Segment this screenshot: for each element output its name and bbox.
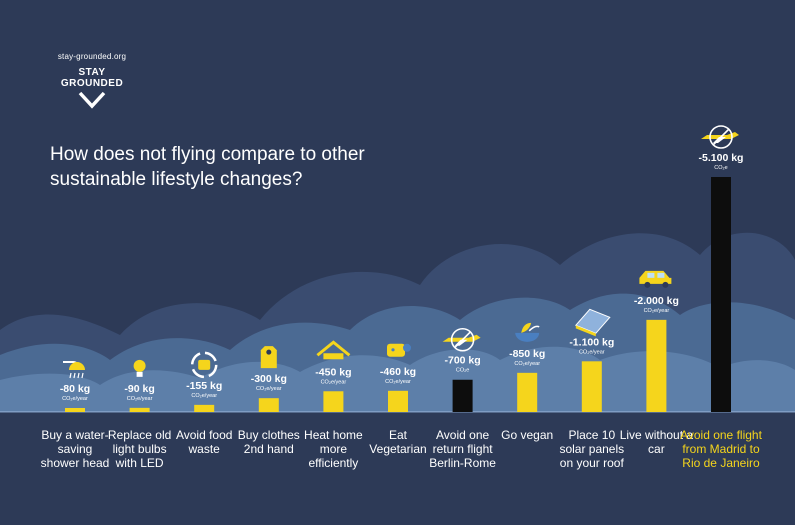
bar-unit-label: CO₂e [714,165,727,171]
bar [129,407,150,412]
bar-value-label: -700 kg [445,355,481,367]
bar [646,319,667,412]
bar-value-label: -2.000 kg [634,295,679,307]
chart-title: How does not flying compare to other sus… [50,144,365,190]
bar-value-label: -460 kg [380,366,416,378]
bar-value-label: -5.100 kg [699,152,744,164]
bar-unit-label: CO₂e/year [579,349,605,355]
shower-icon [63,361,85,379]
vegetables-icon [387,343,411,357]
bar-unit-label: CO₂e/year [62,396,88,402]
solar-panel-icon [574,308,611,337]
light-bulb-icon [133,359,146,377]
bar [323,391,344,412]
bar [194,404,215,412]
category-label: Live without a car [619,428,694,456]
category-label: Buy clothes 2nd hand [237,428,300,456]
category-label: Heat home more efficiently [304,428,363,470]
house-icon [316,340,351,360]
category-label: Replace old light bulbs with LED [107,428,172,470]
bar-unit-label: CO₂e/year [321,379,347,385]
bar [711,177,731,412]
bar-unit-label: CO₂e/year [644,308,670,314]
recycle-icon [190,351,218,379]
category-label: Avoid one return flight Berlin-Rome [429,428,496,470]
clothes-icon [260,346,277,369]
bar-value-label: -850 kg [509,348,545,360]
brand-name-bottom: GROUNDED [60,78,124,89]
bar [581,361,602,412]
bar-unit-label: CO₂e/year [385,379,411,385]
bar-value-label: -155 kg [186,380,222,392]
brand-logo: stay-grounded.org STAY GROUNDED [52,52,132,109]
bar-value-label: -90 kg [124,383,154,395]
bar-value-label: -450 kg [315,366,351,378]
car-icon [639,270,672,288]
bar-unit-label: CO₂e/year [127,396,153,402]
bar-value-label: -1.100 kg [569,336,614,348]
bar-value-label: -80 kg [60,383,90,395]
bar-unit-label: CO₂e/year [191,393,217,399]
category-label: Place 10 solar panels on your roof [559,428,625,470]
bar [258,398,279,412]
bar-unit-label: CO₂e/year [514,361,540,367]
brand-name-top: STAY [78,67,106,78]
category-label: Go vegan [501,428,554,442]
vegan-bowl-icon [515,322,540,342]
bar [452,379,473,412]
bar [388,390,408,412]
crossed-plane-icon [701,125,739,149]
crossed-plane-icon [442,327,481,352]
category-label: Buy a water- saving shower head [40,428,110,470]
category-label: Eat Vegetarian [369,428,427,456]
bar [517,372,538,412]
bar-value-label: -300 kg [251,373,287,385]
chevron-down-icon [78,91,106,109]
bar-unit-label: CO₂e [456,368,469,374]
bar-unit-label: CO₂e/year [256,386,282,392]
brand-url: stay-grounded.org [57,52,127,61]
category-label: Avoid food waste [175,428,233,456]
category-label: Avoid one flight from Madrid to Rio de J… [680,428,762,470]
bar [65,408,85,412]
